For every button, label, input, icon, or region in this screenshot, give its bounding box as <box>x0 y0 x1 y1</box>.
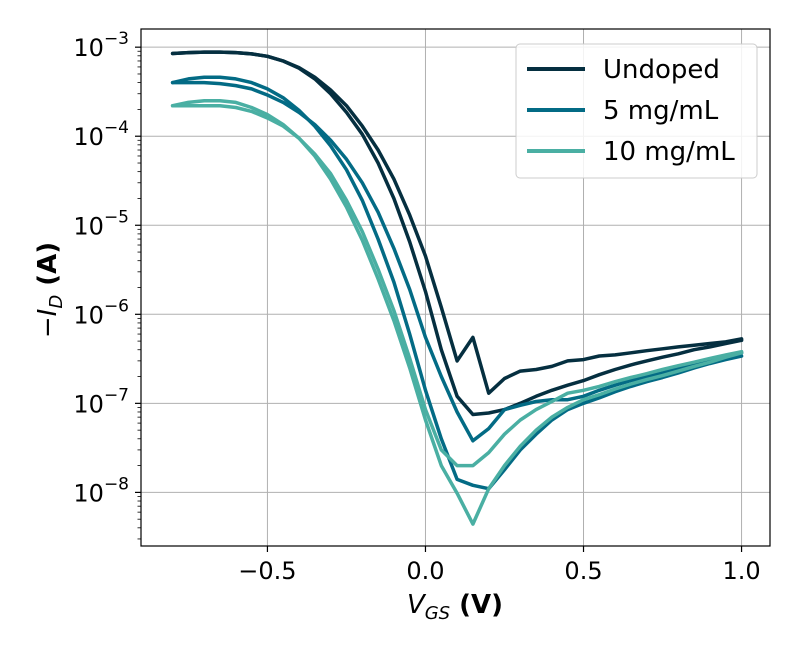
x-tick-labels: −0.5 0.0 0.5 1.0 <box>238 557 760 585</box>
legend-label-5mg: 5 mg/mL <box>603 96 719 126</box>
y-tick-exponent: −6 <box>104 296 129 316</box>
series-1-forward-sweep <box>170 75 744 491</box>
x-tick-label: −0.5 <box>238 557 296 585</box>
y-tick-base: 10 <box>73 390 104 418</box>
y-tick-label: 10−5 <box>73 207 129 240</box>
x-tick-label: 1.0 <box>722 557 760 585</box>
axis-ticks <box>135 46 743 552</box>
legend: Undoped 5 mg/mL 10 mg/mL <box>515 43 758 179</box>
x-tick-label: 0.0 <box>406 557 444 585</box>
y-tick-base: 10 <box>73 123 104 151</box>
y-tick-base: 10 <box>73 479 104 507</box>
y-tick-base: 10 <box>73 212 104 240</box>
y-axis-title: −ID (A) <box>33 242 67 338</box>
y-tick-exponent: −4 <box>104 118 129 138</box>
series-0-reverse-sweep <box>170 50 744 395</box>
y-tick-base: 10 <box>73 34 104 62</box>
y-tick-label: 10−4 <box>73 118 129 151</box>
y-tick-exponent: −3 <box>104 29 129 49</box>
legend-label-undoped: Undoped <box>603 55 720 85</box>
y-tick-exponent: −8 <box>104 474 129 494</box>
y-tick-label: 10−7 <box>73 385 129 418</box>
series-2-forward-sweep <box>170 99 744 526</box>
series-layer <box>170 50 744 526</box>
y-tick-exponent: −7 <box>104 385 129 405</box>
y-tick-labels: 10−310−410−510−610−710−8 <box>73 29 129 507</box>
x-tick-label: 0.5 <box>564 557 602 585</box>
legend-label-10mg: 10 mg/mL <box>603 137 735 167</box>
x-axis-title: VGS (V) <box>407 590 503 624</box>
y-tick-label: 10−3 <box>73 29 129 62</box>
series-2-reverse-sweep <box>170 103 744 468</box>
y-tick-base: 10 <box>73 301 104 329</box>
series-1-reverse-sweep <box>170 80 744 443</box>
y-tick-label: 10−6 <box>73 296 129 329</box>
legend-box <box>515 43 758 179</box>
y-tick-exponent: −5 <box>104 207 129 227</box>
y-tick-label: 10−8 <box>73 474 129 507</box>
